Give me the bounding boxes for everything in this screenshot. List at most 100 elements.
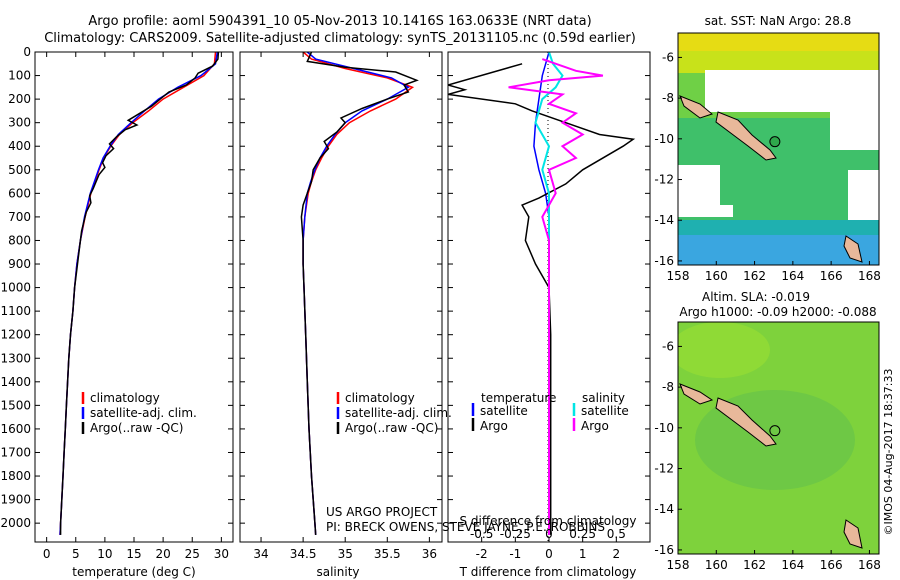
map-y-tick-label: -8 xyxy=(662,91,674,105)
s-difference-xlabel: S difference from climatology xyxy=(460,514,637,528)
y-tick-label: 200 xyxy=(8,92,31,106)
map-x-tick-label: 158 xyxy=(667,269,690,283)
legend-title-temperature: temperature xyxy=(481,391,556,405)
s-tick-label: 0.5 xyxy=(607,527,626,541)
legend-label-s-satellite: satellite xyxy=(581,404,629,418)
y-tick-label: 300 xyxy=(8,116,31,130)
sla-argo-float-marker xyxy=(769,425,781,437)
map-x-tick-label: 160 xyxy=(705,269,728,283)
map-y-tick-label: -16 xyxy=(654,543,674,557)
sla-island-chain xyxy=(715,397,777,447)
series-line-satellite-adj-clim xyxy=(302,52,410,535)
sla-map-title-line1: Altim. SLA: -0.019 xyxy=(702,290,810,304)
y-tick-label: 400 xyxy=(8,139,31,153)
x-tick-label: 25 xyxy=(185,547,200,561)
x-tick-label: 1 xyxy=(579,547,587,561)
map-x-tick-label: 168 xyxy=(858,558,881,572)
map-y-tick-label: -14 xyxy=(654,213,674,227)
series-line-argo-raw-qc xyxy=(300,52,419,535)
map-x-tick-label: 166 xyxy=(820,558,843,572)
figure-title-line2: Climatology: CARS2009. Satellite-adjuste… xyxy=(44,31,636,46)
s-tick-label: 0 xyxy=(545,527,553,541)
salinity-panel: 34 34.5 35 35.5 36 salinity climatology sate… xyxy=(239,51,605,579)
sla-high-patch xyxy=(678,322,770,378)
map-y-tick-label: -12 xyxy=(654,173,674,187)
series-line-salinity-argo xyxy=(508,58,604,535)
series-line-climatology xyxy=(302,52,415,535)
sst-island-chain xyxy=(715,111,777,161)
sla-map-frame xyxy=(677,321,880,555)
sst-island-southeast xyxy=(843,235,863,263)
y-tick-label: 1400 xyxy=(0,375,31,389)
sst-cloud-mask-east xyxy=(830,110,879,150)
map-x-tick-label: 158 xyxy=(667,558,690,572)
map-x-tick-label: 162 xyxy=(743,558,766,572)
y-tick-label: 1200 xyxy=(0,328,31,342)
y-tick-label: 800 xyxy=(8,233,31,247)
y-tick-label: 1800 xyxy=(0,469,31,483)
temperature-legend: climatology satellite-adj. clim. Argo(..… xyxy=(81,391,197,435)
sla-map-panel: Altim. SLA: -0.019 Argo h1000: -0.09 h20… xyxy=(654,290,880,572)
s-tick-label: -0.25 xyxy=(500,527,531,541)
legend-label-s-argo: Argo xyxy=(581,419,609,433)
sst-island-west xyxy=(679,95,714,119)
x-tick-label: 34 xyxy=(253,547,268,561)
map-x-tick-label: 162 xyxy=(743,269,766,283)
difference-panel: -2 -1 0 1 2 -0.5 -0.25 0 0.25 0.5 S difference fr… xyxy=(447,51,651,579)
salinity-legend: climatology satellite-adj. clim. Argo(..… xyxy=(336,391,452,435)
sst-cloud-mask-southeast xyxy=(848,170,879,220)
sst-map-frame xyxy=(677,32,880,266)
x-tick-label: 2 xyxy=(613,547,621,561)
legend-label-satellite: satellite-adj. clim. xyxy=(90,406,197,420)
credit-text: US ARGO PROJECT xyxy=(326,505,438,519)
map-y-tick-label: -12 xyxy=(654,462,674,476)
map-x-tick-label: 166 xyxy=(820,269,843,283)
y-tick-label: 2000 xyxy=(0,516,31,530)
sst-map-panel: sat. SST: NaN Argo: 28.8 158 160 162 164 166… xyxy=(654,14,880,283)
legend-label-t-argo: Argo xyxy=(480,419,508,433)
series-line-satellite-adj-clim xyxy=(59,52,219,535)
x-tick-label: -2 xyxy=(476,547,488,561)
x-tick-label: 0 xyxy=(43,547,51,561)
legend-label-t-satellite: satellite xyxy=(480,404,528,418)
y-tick-label: 900 xyxy=(8,257,31,271)
timestamp-text: ©IMOS 04-Aug-2017 18:37:33 xyxy=(882,369,895,536)
map-x-tick-label: 160 xyxy=(705,558,728,572)
sla-map-title-line2: Argo h1000: -0.09 h2000: -0.088 xyxy=(679,305,876,319)
sst-cloud-mask-north xyxy=(705,70,879,112)
y-tick-label: 1600 xyxy=(0,422,31,436)
y-tick-label: 500 xyxy=(8,163,31,177)
y-tick-label: 1700 xyxy=(0,445,31,459)
y-tick-label: 1900 xyxy=(0,493,31,507)
legend-label-climatology: climatology xyxy=(90,391,160,405)
map-x-tick-label: 168 xyxy=(858,269,881,283)
sst-warm-band-top xyxy=(678,33,879,51)
x-tick-label: -1 xyxy=(509,547,521,561)
x-tick-label: 30 xyxy=(214,547,229,561)
x-tick-label: 5 xyxy=(72,547,80,561)
legend-label-argo: Argo(..raw -QC) xyxy=(345,421,438,435)
map-y-tick-label: -10 xyxy=(654,421,674,435)
y-tick-label: 600 xyxy=(8,186,31,200)
difference-legend: temperature satellite Argo salinity sate… xyxy=(471,391,629,433)
map-y-tick-label: -8 xyxy=(662,380,674,394)
map-y-tick-label: -16 xyxy=(654,254,674,268)
x-tick-label: 20 xyxy=(155,547,170,561)
y-tick-label: 1100 xyxy=(0,304,31,318)
x-tick-label: 35.5 xyxy=(374,547,401,561)
x-tick-label: 0 xyxy=(545,547,553,561)
sla-island-west xyxy=(679,383,714,405)
t-difference-xlabel: T difference from climatology xyxy=(459,565,637,579)
y-tick-label: 1300 xyxy=(0,351,31,365)
s-tick-label: 0.25 xyxy=(569,527,596,541)
sst-argo-float-marker xyxy=(769,136,781,148)
sst-map-title: sat. SST: NaN Argo: 28.8 xyxy=(705,14,852,28)
map-y-tick-label: -10 xyxy=(654,132,674,146)
map-y-tick-label: -6 xyxy=(662,339,674,353)
y-tick-label: 1000 xyxy=(0,281,31,295)
temperature-panel: 0 5 10 15 20 25 300100200300400500600700800900… xyxy=(0,45,234,579)
series-line-climatology xyxy=(59,52,217,535)
legend-label-satellite: satellite-adj. clim. xyxy=(345,406,452,420)
x-tick-label: 36 xyxy=(422,547,437,561)
